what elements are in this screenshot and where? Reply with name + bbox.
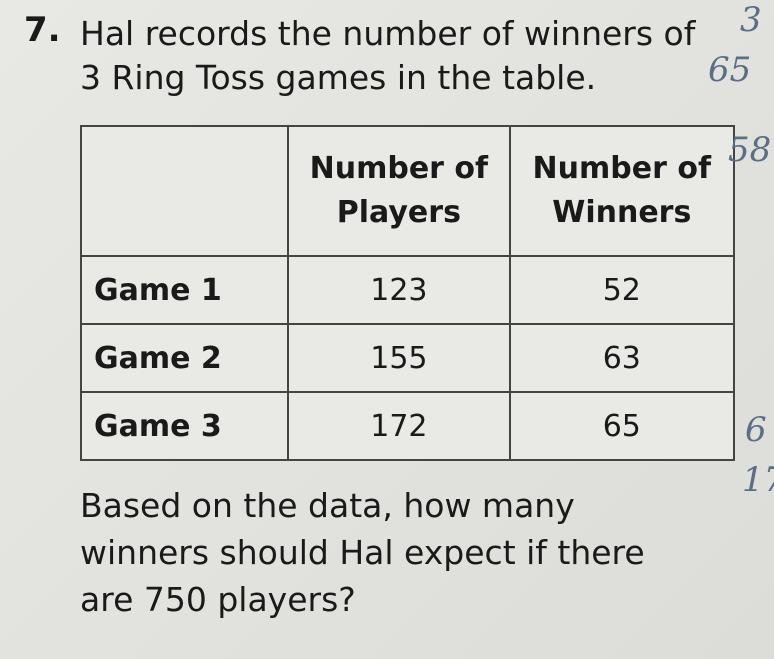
table-cell: 52 — [508, 255, 736, 325]
row-label: Game 1 — [79, 255, 290, 325]
table-cell: 155 — [287, 323, 511, 393]
table-cell: 123 — [287, 255, 511, 325]
handwriting: 65 — [708, 50, 752, 90]
table-row: Game 1 123 52 — [79, 255, 736, 325]
table-cell: 63 — [508, 323, 736, 393]
handwriting: 58 — [728, 130, 772, 170]
header-cell: Number of Players — [287, 125, 511, 257]
question-line: 3 Ring Toss games in the table. — [80, 58, 597, 97]
row-label: Game 2 — [79, 323, 290, 393]
followup-line: winners should Hal expect if there — [80, 533, 645, 572]
followup-line: Based on the data, how many — [80, 486, 575, 525]
handwriting: 3 — [740, 0, 762, 40]
problem-number: 7. — [24, 10, 61, 50]
table-row: Game 2 155 63 — [79, 323, 736, 393]
table-cell: 172 — [287, 391, 511, 461]
header-cell: Number of Winners — [508, 125, 736, 257]
followup-line: are 750 players? — [80, 580, 356, 619]
question-line: Hal records the number of winners of — [80, 14, 696, 53]
table-cell: 65 — [508, 391, 736, 461]
row-label: Game 3 — [79, 391, 290, 461]
header-row: Number of Players Number of Winners — [79, 125, 736, 257]
handwriting: 6 — [745, 410, 767, 450]
header-cell — [79, 125, 290, 257]
handwriting: 17 — [742, 460, 774, 500]
data-table: Number of Players Number of Winners Game… — [79, 125, 736, 461]
table-row: Game 3 172 65 — [79, 391, 736, 461]
